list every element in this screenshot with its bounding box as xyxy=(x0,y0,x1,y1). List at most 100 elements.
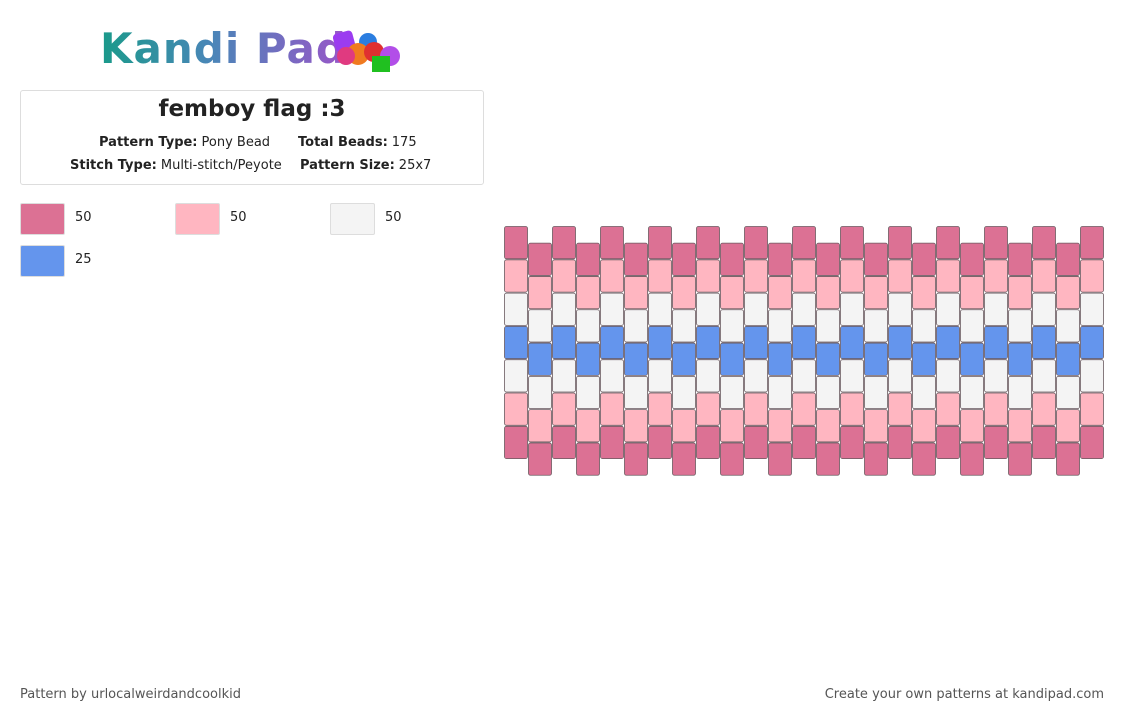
bead xyxy=(960,242,984,276)
bead xyxy=(888,226,912,260)
info-label: Stitch Type: xyxy=(70,158,157,173)
bead xyxy=(720,375,744,410)
bead xyxy=(552,392,576,426)
bead xyxy=(744,325,768,360)
info-value: 175 xyxy=(391,135,417,150)
color-swatch xyxy=(20,245,65,277)
bead xyxy=(1056,442,1080,476)
color-swatch xyxy=(330,203,375,235)
bead xyxy=(528,276,552,310)
bead xyxy=(744,359,768,393)
footer-link[interactable]: Create your own patterns at kandipad.com xyxy=(824,687,1104,702)
logo[interactable]: Kandi Pad xyxy=(100,24,347,73)
bead xyxy=(624,375,648,410)
bead xyxy=(1056,375,1080,410)
color-swatch xyxy=(20,203,65,235)
bead xyxy=(672,242,696,276)
bead xyxy=(696,325,720,360)
info-box xyxy=(20,90,484,185)
bead xyxy=(576,409,600,443)
bead xyxy=(648,359,672,393)
bead xyxy=(720,309,744,343)
bead xyxy=(936,259,960,293)
bead xyxy=(576,375,600,410)
bead-count: 50 xyxy=(230,210,247,225)
bead xyxy=(624,342,648,376)
bead xyxy=(1080,226,1104,260)
bead xyxy=(912,442,936,476)
bead xyxy=(936,425,960,459)
bead xyxy=(576,309,600,343)
bead xyxy=(624,309,648,343)
bead xyxy=(744,425,768,459)
info-value: Pony Bead xyxy=(201,135,271,150)
bead xyxy=(528,242,552,276)
bead xyxy=(1080,325,1104,360)
bead xyxy=(1032,359,1056,393)
bead xyxy=(720,409,744,443)
bead xyxy=(888,392,912,426)
bead xyxy=(912,342,936,376)
bead xyxy=(1008,342,1032,376)
bead xyxy=(672,409,696,443)
bead xyxy=(744,292,768,326)
bead xyxy=(792,325,816,360)
bead xyxy=(960,375,984,410)
bead xyxy=(984,392,1008,426)
bead xyxy=(504,425,528,459)
bead xyxy=(600,292,624,326)
bead xyxy=(888,259,912,293)
bead xyxy=(1008,375,1032,410)
bead xyxy=(936,392,960,426)
bead xyxy=(768,442,792,476)
bead xyxy=(1032,259,1056,293)
bead xyxy=(984,359,1008,393)
bead xyxy=(936,226,960,260)
bead xyxy=(552,359,576,393)
bead xyxy=(1080,292,1104,326)
bead xyxy=(984,259,1008,293)
bead xyxy=(1008,442,1032,476)
bead xyxy=(768,309,792,343)
bead xyxy=(840,425,864,459)
bead xyxy=(912,409,936,443)
bead xyxy=(960,442,984,476)
bead xyxy=(912,242,936,276)
bead xyxy=(792,425,816,459)
bead xyxy=(504,359,528,393)
bead xyxy=(840,292,864,326)
bead xyxy=(600,226,624,260)
bead xyxy=(744,392,768,426)
bead xyxy=(816,375,840,410)
info-field: Pattern Type: Pony Bead xyxy=(99,135,270,150)
bead xyxy=(552,259,576,293)
bead xyxy=(1008,276,1032,310)
bead xyxy=(1056,242,1080,276)
bead-grid xyxy=(504,226,1104,476)
bead xyxy=(864,276,888,310)
bead xyxy=(504,259,528,293)
bead xyxy=(816,276,840,310)
bead xyxy=(792,392,816,426)
bead xyxy=(864,242,888,276)
bead xyxy=(720,442,744,476)
bead xyxy=(840,359,864,393)
bead xyxy=(744,226,768,260)
bead xyxy=(528,342,552,376)
bead-count: 50 xyxy=(385,210,402,225)
bead xyxy=(720,242,744,276)
bead xyxy=(960,342,984,376)
bead xyxy=(1008,309,1032,343)
bead xyxy=(816,442,840,476)
bead xyxy=(984,425,1008,459)
bead xyxy=(576,242,600,276)
bead xyxy=(600,359,624,393)
bead xyxy=(600,259,624,293)
bead xyxy=(864,342,888,376)
bead xyxy=(672,276,696,310)
bead xyxy=(840,259,864,293)
bead xyxy=(744,259,768,293)
bead xyxy=(696,425,720,459)
bead xyxy=(816,409,840,443)
